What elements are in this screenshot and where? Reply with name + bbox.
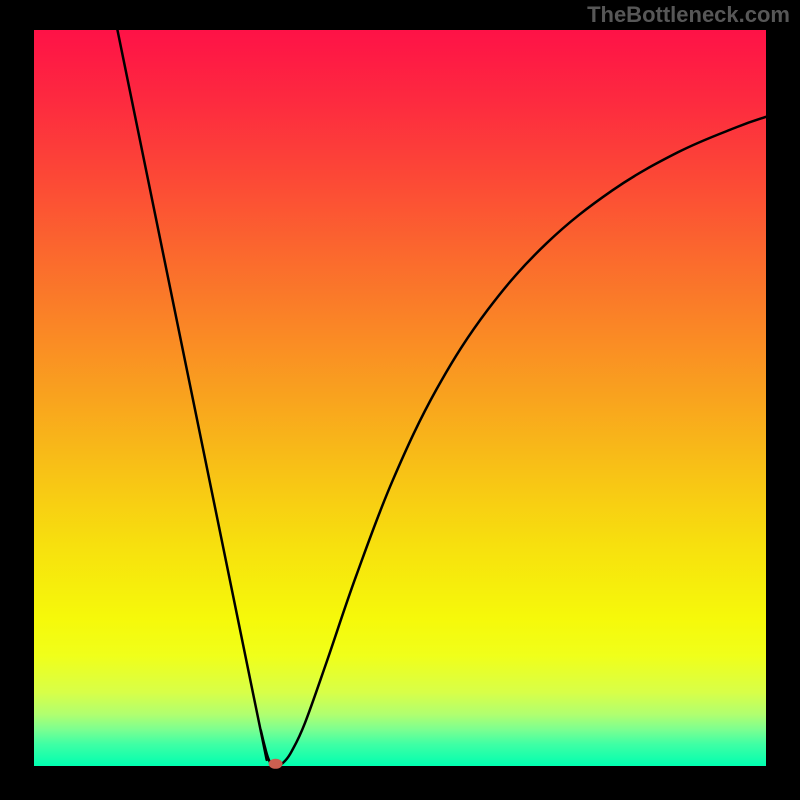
chart-svg	[0, 0, 800, 800]
minimum-marker	[269, 759, 283, 769]
plot-background	[34, 30, 766, 766]
figure-frame: TheBottleneck.com	[0, 0, 800, 800]
watermark-text: TheBottleneck.com	[587, 2, 790, 28]
